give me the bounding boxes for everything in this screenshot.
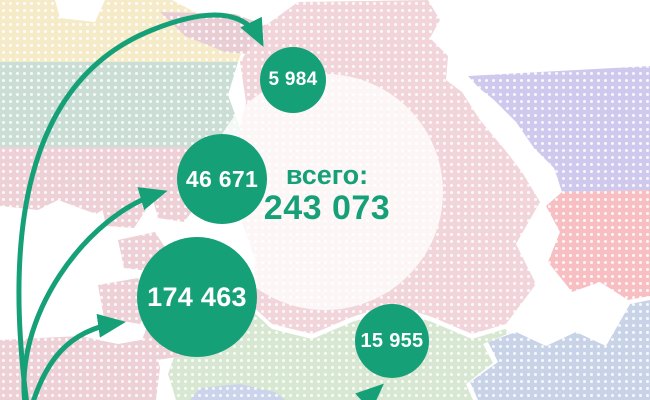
bubble-north: 5 984 [260, 47, 326, 113]
total-label: всего: [285, 160, 369, 190]
bubble-southwest: 174 463 [137, 237, 257, 357]
pointer-arrows [16, 12, 384, 400]
curved-arrow-south [355, 383, 384, 400]
bubble-north-value: 5 984 [268, 69, 318, 90]
bubble-west-value: 46 671 [185, 165, 259, 192]
curved-arrow-southwest [31, 313, 126, 400]
bubble-west: 46 671 [177, 134, 267, 224]
curved-arrow-north [16, 12, 264, 400]
total-value: 243 073 [263, 189, 391, 227]
bubble-southwest-value: 174 463 [147, 281, 247, 312]
total-block: всего: 243 073 [237, 160, 417, 227]
bubble-south-value: 15 955 [360, 329, 424, 352]
curved-arrow-west [21, 187, 168, 400]
bubble-south: 15 955 [355, 304, 429, 378]
